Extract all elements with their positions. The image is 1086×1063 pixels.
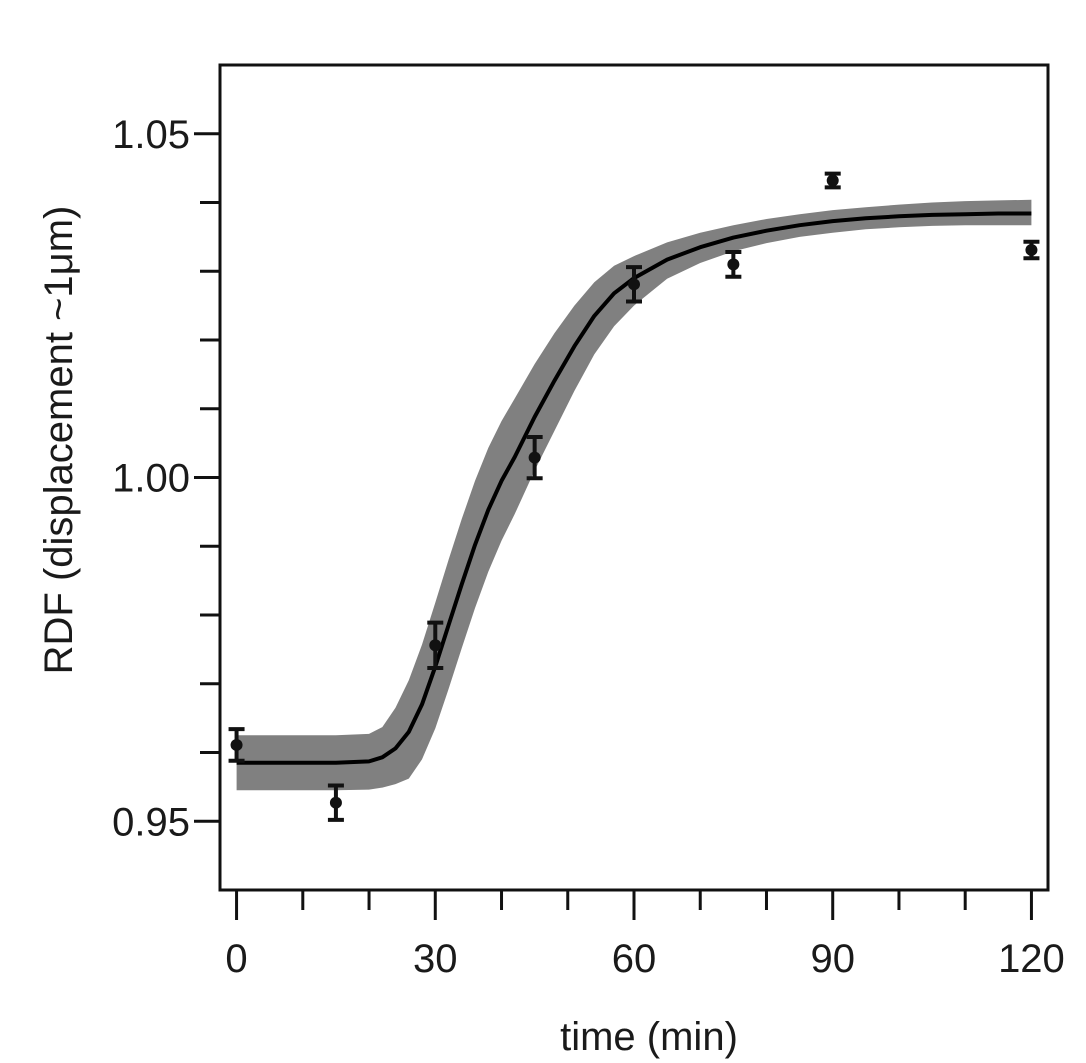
point-marker: [329, 796, 342, 809]
data-point: [327, 783, 344, 822]
point-marker: [230, 738, 243, 751]
y-tick-label: 0.95: [112, 800, 190, 844]
data-point: [1023, 239, 1040, 261]
fit-curve: [236, 211, 1032, 765]
y-axis-label: RDF (displacement ~1μm): [37, 206, 81, 675]
data-points-layer: [228, 171, 1040, 822]
point-marker: [727, 258, 740, 271]
point-marker: [826, 174, 839, 187]
x-axis-label: time (min): [560, 1015, 738, 1059]
fit-curve-layer: [236, 211, 1032, 765]
y-tick-label: 1.05: [112, 113, 190, 157]
data-point: [526, 434, 543, 481]
point-marker: [1025, 243, 1038, 256]
point-marker: [528, 451, 541, 464]
x-tick-label: 60: [612, 937, 657, 981]
x-tick-label: 0: [225, 937, 247, 981]
x-tick-label: 90: [810, 937, 855, 981]
y-tick-label: 1.00: [112, 457, 190, 501]
data-point: [824, 171, 841, 190]
x-tick-label: 30: [413, 937, 458, 981]
data-point: [725, 250, 742, 279]
x-axis: 0 30 60 90 120: [225, 890, 1065, 981]
y-axis: 0.95 1.00 1.05: [112, 113, 220, 844]
data-point: [427, 620, 444, 670]
point-marker: [429, 639, 442, 652]
point-marker: [628, 278, 640, 291]
x-tick-label: 120: [998, 937, 1065, 981]
data-point: [228, 727, 245, 763]
data-point: [626, 265, 642, 304]
